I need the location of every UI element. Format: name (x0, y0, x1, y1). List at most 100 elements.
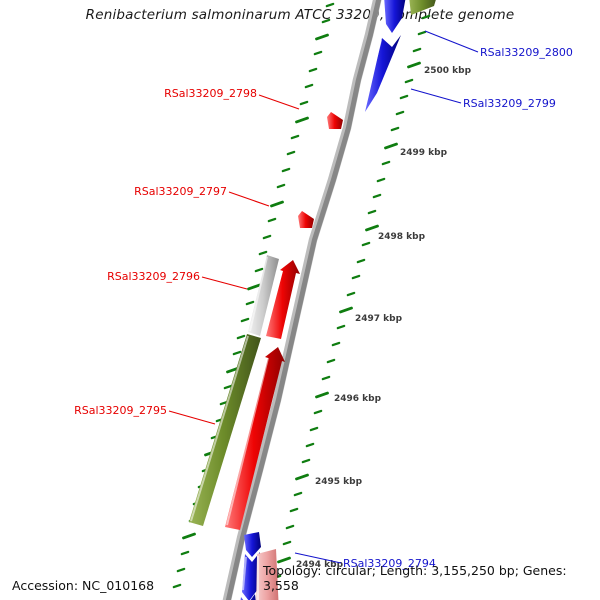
ruler-minor-tick-right (351, 274, 361, 280)
gene-blue-bottom-2[interactable] (242, 552, 260, 600)
ruler-minor-tick-left (258, 250, 268, 256)
ruler-major-tick-left (270, 200, 284, 208)
gene-RSal33209_2794[interactable] (256, 549, 279, 600)
ruler-minor-tick-right (301, 458, 311, 464)
ruler-minor-tick-right (336, 324, 346, 330)
gene-red-long-1[interactable] (266, 260, 300, 339)
ruler-minor-tick-left (321, 18, 331, 24)
ruler-minor-tick-left (308, 67, 318, 73)
ruler-minor-tick-right (412, 47, 422, 53)
gene-blue-bottom-3[interactable] (239, 594, 257, 600)
gene-RSal33209_2796[interactable] (248, 255, 279, 336)
ruler-minor-tick-left (313, 50, 323, 56)
leader-line-RSal33209_2795 (168, 410, 216, 425)
gene-red-long-2[interactable] (225, 347, 285, 530)
gene-bevel-highlight (242, 556, 247, 591)
ruler-minor-tick-left (276, 183, 286, 189)
ruler-minor-tick-left (240, 317, 250, 323)
gene-label-RSal33209_2796[interactable]: RSal33209_2796 (107, 270, 200, 283)
gene-label-RSal33209_2797[interactable]: RSal33209_2797 (134, 185, 227, 198)
ruler-minor-tick-left (172, 583, 182, 589)
gene-olive-top[interactable] (409, 0, 437, 15)
ruler-minor-tick-right (309, 426, 319, 432)
gene-RSal33209_2800[interactable] (384, 0, 406, 33)
ruler-label-2500: 2500 kbp (424, 66, 472, 76)
ruler-major-tick-right (384, 142, 398, 150)
gene-RSal33209_2798[interactable] (327, 112, 343, 129)
ruler-minor-tick-left (286, 150, 296, 156)
ruler-minor-tick-right (399, 94, 409, 100)
ruler-major-tick-right (339, 306, 353, 314)
ruler-minor-tick-left (223, 384, 233, 390)
ruler-major-tick-left (295, 116, 309, 124)
ruler-minor-tick-left (304, 83, 314, 89)
gene-RSal33209_2799[interactable] (365, 35, 401, 112)
gene-RSal33209_2795[interactable] (189, 334, 261, 526)
gene-bevel-highlight (365, 39, 382, 98)
gene-bevel-highlight (249, 256, 268, 332)
leader-line-RSal33209_2798 (258, 94, 300, 110)
ruler-major-tick-right (407, 61, 421, 69)
gene-label-RSal33209_2795[interactable]: RSal33209_2795 (74, 404, 167, 417)
ruler-major-tick-left (182, 532, 196, 540)
gene-RSal33209_2797[interactable] (298, 211, 314, 228)
ruler-minor-tick-right (282, 540, 292, 546)
ruler-minor-tick-right (404, 78, 414, 84)
ruler-minor-tick-right (331, 341, 341, 347)
ruler-minor-tick-left (281, 167, 291, 173)
gene-label-RSal33209_2798[interactable]: RSal33209_2798 (164, 87, 257, 100)
ruler-label-2498: 2498 kbp (378, 232, 426, 242)
ruler-minor-tick-right (356, 258, 366, 264)
ruler-minor-tick-left (232, 350, 242, 356)
leader-line-RSal33209_2797 (228, 191, 270, 207)
ruler-major-tick-right (365, 224, 379, 232)
ruler-minor-tick-left (325, 2, 335, 8)
ruler-minor-tick-right (395, 110, 405, 116)
ruler-minor-tick-right (417, 30, 427, 36)
ruler-minor-tick-right (381, 160, 391, 166)
ruler-label-2494: 2494 kbp (296, 560, 344, 570)
ruler-minor-tick-right (376, 177, 386, 183)
gene-label-RSal33209_2799[interactable]: RSal33209_2799 (463, 97, 556, 110)
ruler-major-tick-right (315, 391, 329, 399)
ruler-minor-tick-right (305, 442, 315, 448)
genome-backbone (225, 0, 382, 600)
ruler-major-tick-left (315, 33, 329, 41)
ruler-minor-tick-right (313, 409, 323, 415)
ruler-minor-tick-right (321, 375, 331, 381)
ruler-minor-tick-left (236, 334, 246, 340)
leader-line-RSal33209_2800 (424, 30, 479, 53)
ruler-minor-tick-left (245, 300, 255, 306)
ruler-minor-tick-right (293, 491, 303, 497)
page-title: Renibacterium salmoninarum ATCC 33209, c… (85, 7, 515, 23)
ruler-minor-tick-left (180, 550, 190, 556)
leader-line-RSal33209_2794 (294, 552, 342, 564)
ruler-label-2495: 2495 kbp (315, 477, 363, 487)
ruler-minor-tick-left (254, 267, 264, 273)
ruler-minor-tick-left (176, 567, 186, 573)
ruler-minor-tick-right (361, 241, 371, 247)
ruler-major-tick-right (277, 556, 291, 564)
ruler-minor-tick-left (262, 234, 272, 240)
gene-bevel-highlight (226, 357, 269, 526)
ruler-label-2497: 2497 kbp (355, 314, 403, 324)
ruler-minor-tick-left (290, 134, 300, 140)
ruler-major-tick-right (295, 473, 309, 481)
ruler-minor-tick-right (346, 291, 356, 297)
ruler-minor-tick-right (421, 14, 431, 20)
gene-bevel-highlight (190, 335, 249, 522)
ruler-label-2499: 2499 kbp (400, 148, 448, 158)
ruler-minor-tick-right (326, 358, 336, 364)
status-topology: Topology: circular; Length: 3,155,250 bp… (263, 563, 567, 593)
gene-label-RSal33209_2794[interactable]: RSal33209_2794 (343, 557, 436, 570)
gene-blue-bottom-1[interactable] (244, 532, 261, 557)
ruler-minor-tick-right (372, 193, 382, 199)
ruler-minor-tick-left (299, 100, 309, 106)
gene-label-RSal33209_2800[interactable]: RSal33209_2800 (480, 46, 573, 59)
status-accession: Accession: NC_010168 (12, 578, 155, 593)
ruler-minor-tick-right (367, 209, 377, 215)
ruler-minor-tick-left (267, 217, 277, 223)
ruler-minor-tick-right (289, 507, 299, 513)
